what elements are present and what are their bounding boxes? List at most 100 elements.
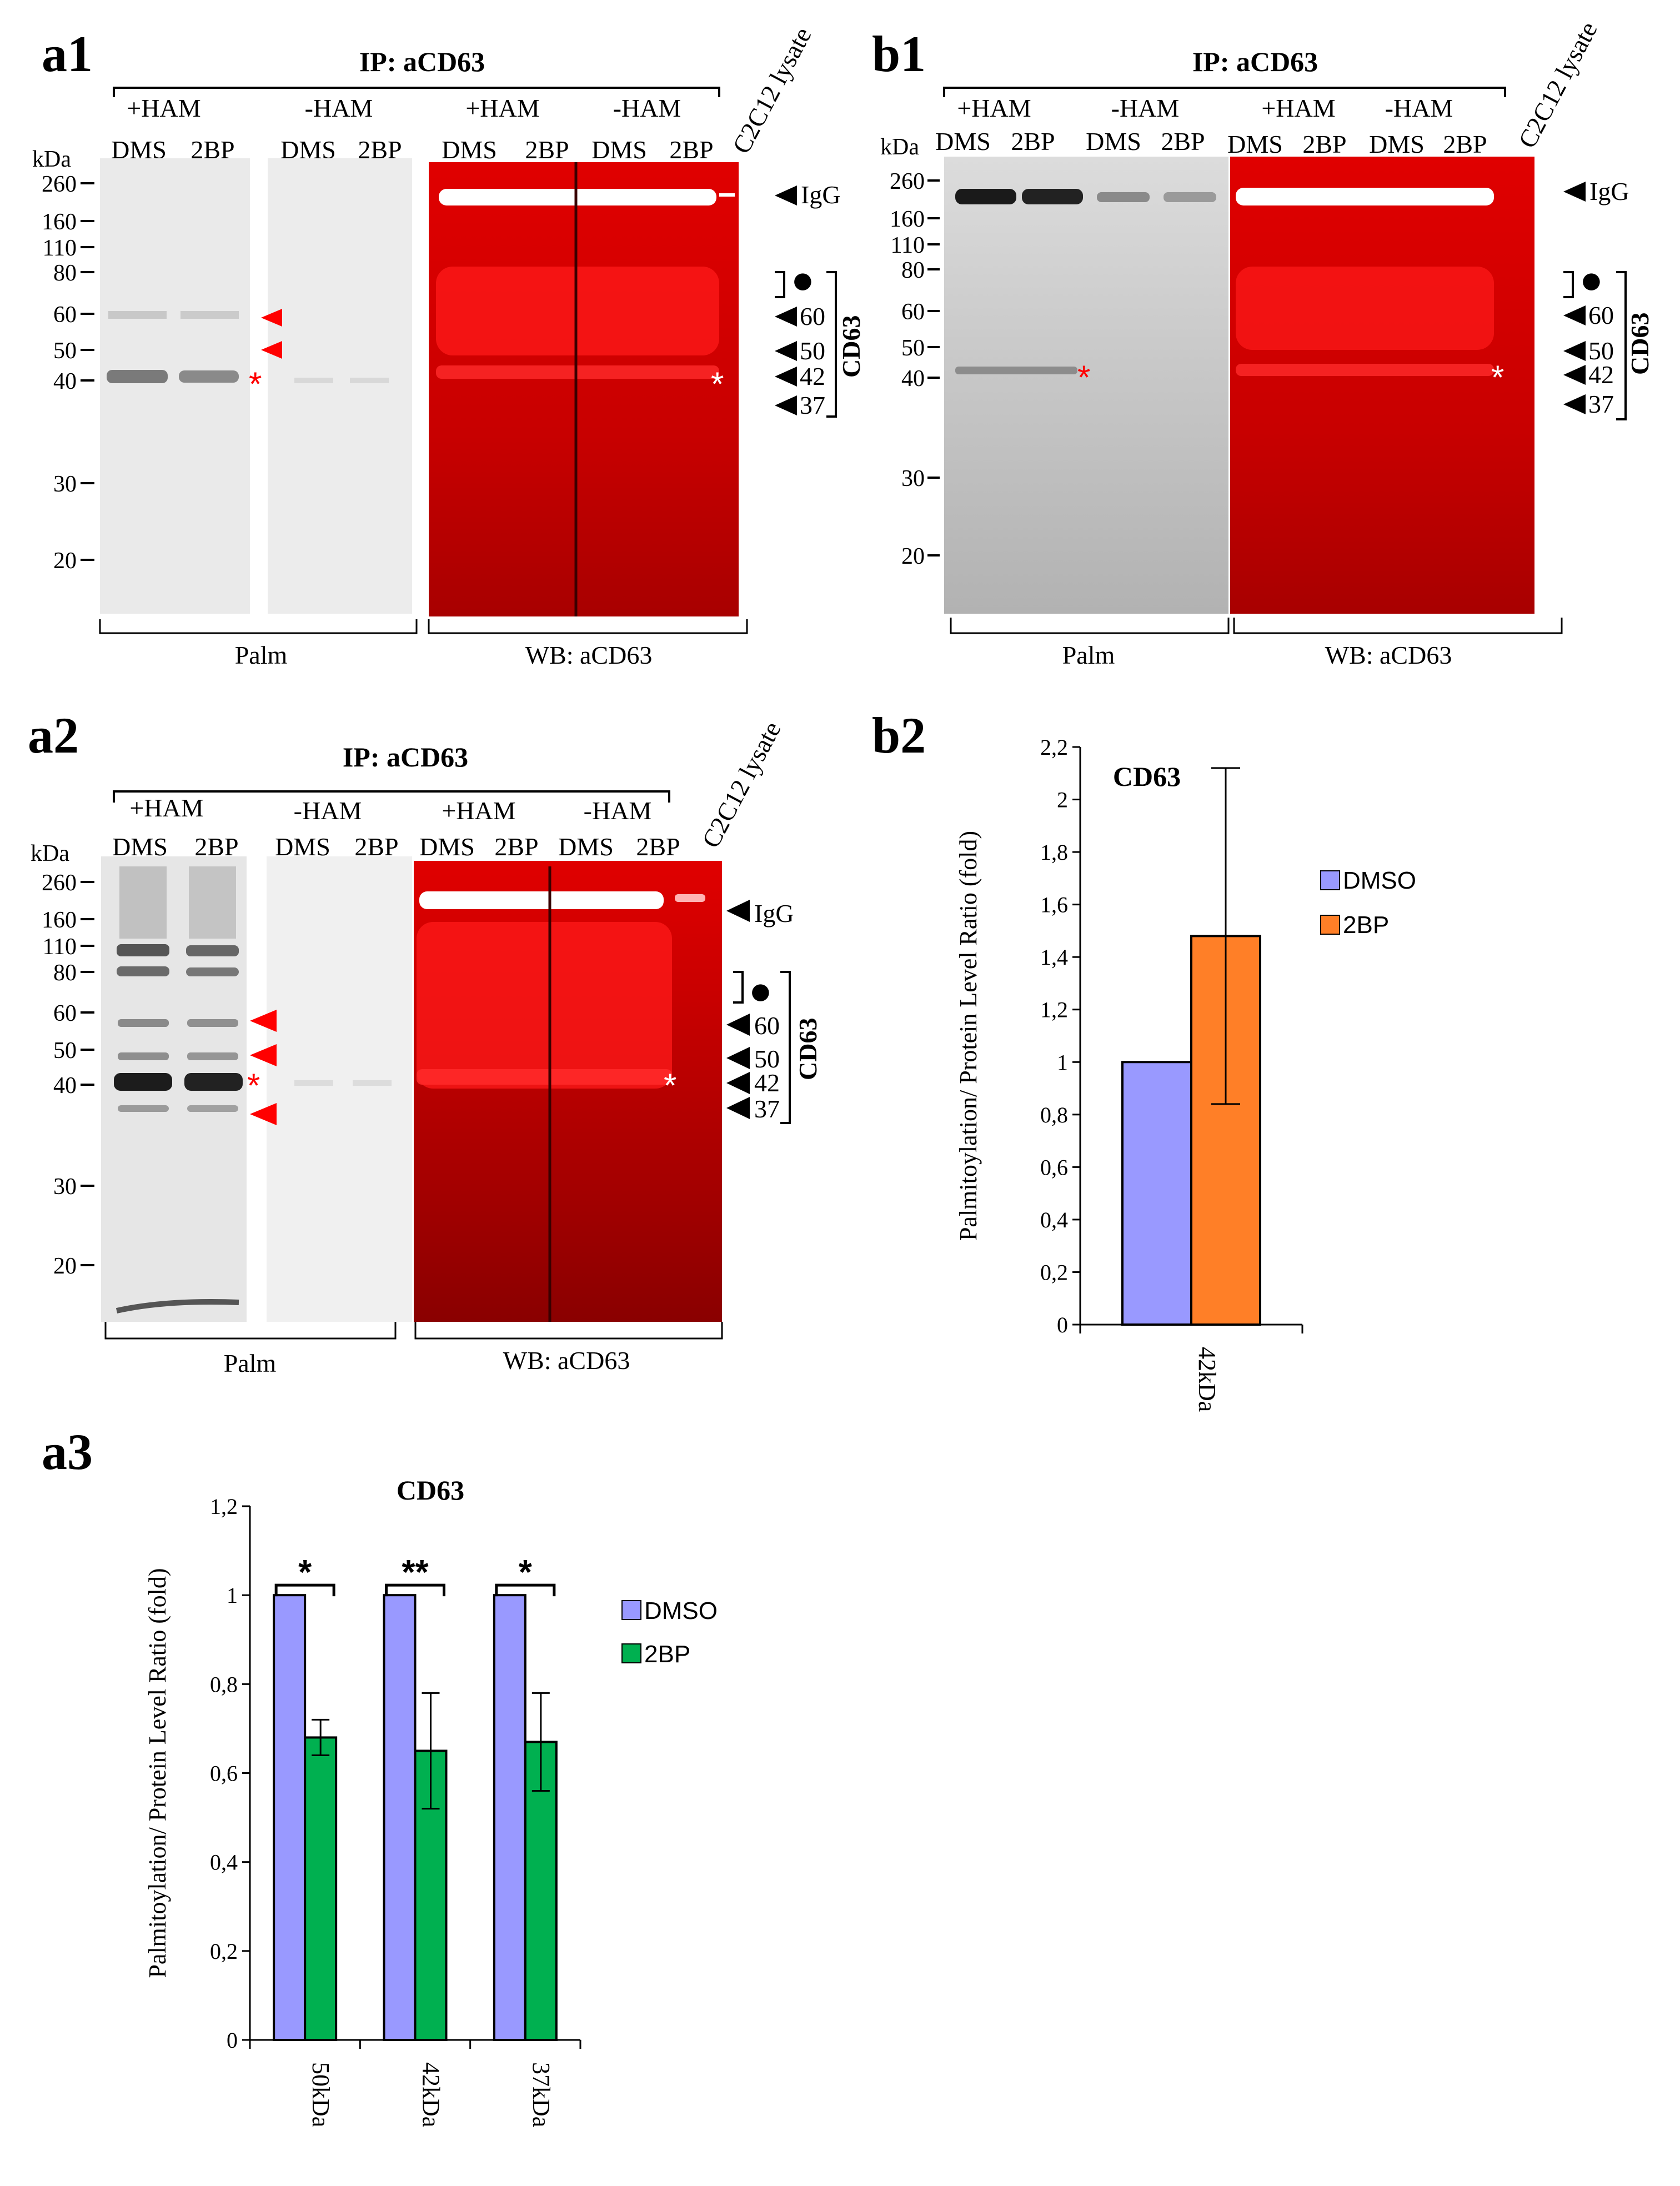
- arrowhead-60: [775, 307, 797, 327]
- mw-40: 40: [53, 369, 77, 394]
- y-tick-label: 2: [1057, 788, 1068, 813]
- dot-symbol: ●: [1582, 268, 1601, 293]
- blot-band-42: [114, 1073, 172, 1091]
- mw-60: 60: [53, 1001, 77, 1026]
- bar-dmso-37kda: [493, 1594, 526, 2042]
- blot-band-42: [107, 370, 168, 383]
- label-60: 60: [800, 302, 825, 330]
- lane-dms: DMS: [275, 833, 330, 861]
- label-wb: WB: aCD63: [503, 1346, 630, 1375]
- label-palm: Palm: [235, 641, 288, 669]
- legend-swatch-dmso: [621, 1600, 641, 1620]
- mw-20: 20: [901, 544, 925, 569]
- arrowhead-igg: [1563, 182, 1586, 202]
- x-tick-label: 42kDa: [1193, 1347, 1221, 1412]
- wb-bracket: [1233, 618, 1563, 634]
- bracket-oligomer: [1563, 271, 1574, 298]
- label-plus-ham: +HAM: [442, 796, 515, 825]
- label-plus-ham: +HAM: [129, 794, 203, 822]
- panel-label-b1: b1: [872, 26, 926, 82]
- x-tick-label: 37kDa: [528, 2062, 555, 2127]
- arrowhead-red: [261, 341, 282, 359]
- legend-swatch-2bp: [1320, 915, 1340, 935]
- palm-bracket: [104, 1322, 397, 1340]
- dot-symbol: ●: [751, 979, 770, 1004]
- legend-swatch-2bp: [621, 1643, 641, 1663]
- arrowhead-igg: [726, 900, 750, 922]
- wb-smear: [1236, 267, 1494, 350]
- mw-80: 80: [53, 960, 77, 986]
- wb-band-42: [1236, 364, 1494, 376]
- mw-160: 160: [890, 207, 925, 232]
- y-tick-label: 0,6: [1040, 1155, 1068, 1180]
- palm-bracket: [950, 618, 1230, 634]
- kda-label: kDa: [31, 841, 69, 866]
- ip-bracket: [943, 87, 1506, 97]
- lane-2bp: 2BP: [1302, 130, 1346, 158]
- y-tick-label: 1,4: [1040, 945, 1068, 970]
- wb-blot: [1230, 157, 1534, 614]
- arrowhead-42: [1563, 365, 1586, 385]
- y-axis-label: Palmitoylation/ Protein Level Ratio (fol…: [955, 831, 982, 1241]
- mw-60: 60: [901, 299, 925, 325]
- label-palm: Palm: [224, 1349, 277, 1377]
- y-tick-label: 0,2: [1040, 1260, 1068, 1285]
- label-50: 50: [1588, 337, 1614, 365]
- mw-30: 30: [53, 472, 77, 497]
- label-50: 50: [754, 1045, 780, 1073]
- lane-dms: DMS: [419, 833, 475, 861]
- panel-b1: b1 IP: aCD63 +HAM -HAM +HAM -HAM DMS 2BP…: [872, 17, 1654, 669]
- igg-band: [1097, 192, 1150, 202]
- palm-blot-plus-ham: [100, 158, 250, 614]
- blot-band: [118, 1052, 169, 1060]
- chart-title: CD63: [1113, 761, 1181, 792]
- y-tick-label: 1,2: [1040, 997, 1068, 1022]
- ip-title: IP: aCD63: [343, 741, 468, 773]
- y-tick-label: 1,2: [210, 1494, 238, 1519]
- wb-band-42: [436, 365, 719, 379]
- mw-110: 110: [43, 235, 77, 261]
- blot-band: [294, 1080, 333, 1086]
- mw-50: 50: [53, 338, 77, 364]
- significance-label: *: [519, 1553, 533, 1592]
- lane-dms: DMS: [112, 833, 168, 861]
- blot-band: [350, 378, 389, 383]
- y-tick-label: 0: [227, 2028, 238, 2053]
- chart-b2: 0 0,2 0,4 0,6 0,8 1 1,2 1,4 1,6 1,8 2 2,2 42kDa CD63 P…: [955, 735, 1303, 1412]
- blot-band-42: [179, 370, 239, 383]
- blot-band: [353, 1080, 392, 1086]
- panel-a1: a1 IP: aCD63 +HAM -HAM +HAM -HAM DMS 2BP…: [32, 23, 865, 669]
- arrowhead-37: [1563, 394, 1586, 414]
- lane-2bp: 2BP: [669, 136, 713, 164]
- lane-dms: DMS: [935, 127, 991, 156]
- label-minus-ham: -HAM: [1385, 94, 1453, 122]
- lane-2bp: 2BP: [1443, 130, 1487, 158]
- arrowhead-red: [250, 1010, 277, 1032]
- label-igg: IgG: [801, 181, 841, 209]
- y-tick-label: 0,8: [210, 1672, 238, 1697]
- y-tick-label: 0,4: [210, 1850, 238, 1875]
- blot-front: [116, 1299, 239, 1313]
- panel-a2: a2 IP: aCD63 +HAM -HAM +HAM -HAM DMS 2BP…: [28, 707, 822, 1377]
- y-tick-label: 1: [1057, 1050, 1068, 1075]
- lane-lysate: C2C12 lysate: [696, 717, 786, 853]
- igg-band: [419, 891, 664, 909]
- kda-label: kDa: [32, 147, 71, 172]
- legend-label-dmso: DMSO: [644, 1597, 718, 1625]
- panel-label-b2: b2: [872, 707, 926, 764]
- blot-band: [118, 1019, 169, 1027]
- mw-80: 80: [53, 260, 77, 286]
- legend-label-dmso: DMSO: [1343, 867, 1416, 894]
- mw-80: 80: [901, 258, 925, 283]
- wb-smear: [417, 922, 672, 1089]
- blot-band: [117, 966, 169, 976]
- panel-label-a1: a1: [42, 26, 93, 82]
- blot-smear: [119, 866, 167, 939]
- blot-band: [180, 311, 239, 319]
- star-red: *: [249, 365, 262, 403]
- star-red: *: [1077, 359, 1090, 396]
- igg-band: [955, 189, 1016, 204]
- mw-30: 30: [901, 466, 925, 492]
- y-tick-label: 1,6: [1040, 893, 1068, 917]
